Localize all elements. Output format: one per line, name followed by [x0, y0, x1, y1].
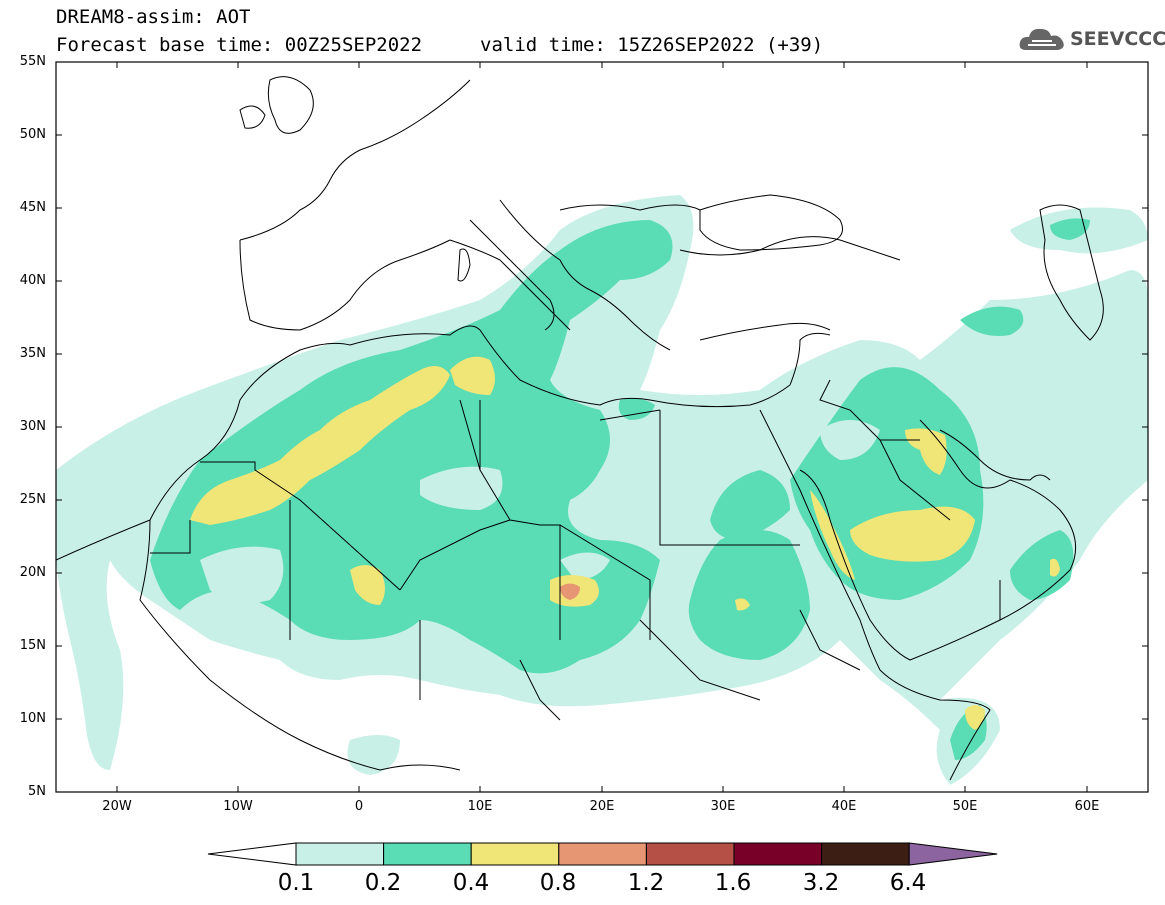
- lon-label: 60E: [1074, 799, 1100, 814]
- colorbar-label: 3.2: [802, 870, 840, 896]
- lat-label: 55N: [19, 54, 46, 69]
- forecast-base-time: Forecast base time: 00Z25SEP2022: [56, 34, 423, 56]
- lon-label: 30E: [710, 799, 736, 814]
- colorbar-box: [295, 842, 385, 866]
- colorbar-label: 1.6: [714, 870, 752, 896]
- valid-time: valid time: 15Z26SEP2022 (+39): [480, 34, 824, 56]
- lon-label: 10E: [467, 799, 493, 814]
- logo-text: SEEVCCC: [1070, 28, 1165, 50]
- lon-label: 40E: [831, 799, 857, 814]
- aot-level-0-4: [450, 356, 495, 395]
- lat-label: 25N: [19, 492, 46, 507]
- aot-level-0-2: [688, 530, 810, 660]
- aot-level-0-1: [820, 420, 880, 460]
- aot-level-0-4: [1050, 558, 1060, 577]
- lon-label: 0: [354, 799, 364, 814]
- aot-level-0-4: [850, 506, 975, 562]
- lon-label: 10W: [223, 799, 253, 814]
- coastlines: [56, 76, 1104, 781]
- lat-label: 50N: [19, 127, 46, 142]
- colorbar-label: 0.1: [277, 870, 315, 896]
- aot-level-0-1: [420, 466, 503, 510]
- cloud-icon: [1019, 28, 1064, 50]
- colorbar-label: 0.8: [539, 870, 577, 896]
- colorbar-max-arrow: [908, 842, 998, 866]
- colorbar-boxes: [207, 842, 998, 866]
- lat-label: 5N: [28, 784, 46, 799]
- lat-label: 20N: [19, 565, 46, 580]
- aot-level-0-2: [710, 470, 790, 540]
- lat-label: 35N: [19, 346, 46, 361]
- lat-label: 45N: [19, 200, 46, 215]
- colorbar-box: [558, 842, 647, 866]
- colorbar-label: 0.2: [364, 870, 402, 896]
- colorbar-min-arrow: [207, 842, 297, 866]
- colorbar-label: 0.4: [452, 870, 490, 896]
- lon-label: 20W: [102, 799, 132, 814]
- lat-label: 40N: [19, 273, 46, 288]
- lon-label: 20E: [589, 799, 615, 814]
- aot-level-0-1: [560, 552, 610, 580]
- colorbar-box: [733, 842, 823, 866]
- aot-level-0-2: [960, 306, 1024, 336]
- aot-level-0-1: [200, 546, 284, 604]
- aot-level-0-4: [965, 705, 985, 730]
- lat-label: 10N: [19, 711, 46, 726]
- aot-contours: [56, 195, 1148, 785]
- lat-label: 30N: [19, 419, 46, 434]
- axis-ticks: [56, 61, 1148, 792]
- lat-label: 15N: [19, 638, 46, 653]
- aot-level-0-2: [618, 398, 655, 420]
- colorbar-label: 6.4: [889, 870, 927, 896]
- aot-level-0-8: [560, 583, 580, 600]
- colorbar-label: 1.2: [627, 870, 665, 896]
- aot-level-0-2: [1010, 530, 1074, 600]
- seevccc-logo: SEEVCCC: [1018, 24, 1165, 58]
- aot-level-0-4: [350, 565, 385, 605]
- aot-level-0-4: [190, 366, 450, 525]
- colorbar-box: [821, 842, 910, 866]
- colorbar-box: [645, 842, 735, 866]
- colorbar-box: [470, 842, 560, 866]
- aot-level-0-2: [1050, 218, 1090, 240]
- lon-label: 50E: [952, 799, 978, 814]
- colorbar-box: [383, 842, 472, 866]
- aot-level-0-4: [735, 598, 750, 611]
- map-title: DREAM8-assim: AOT: [56, 6, 251, 28]
